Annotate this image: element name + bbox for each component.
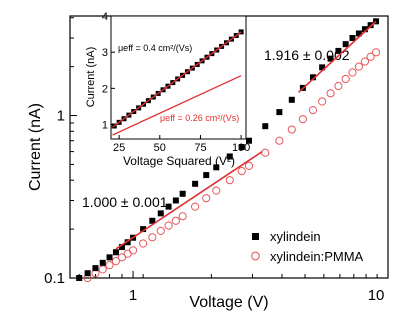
- data-point-xylindein-pmma: [111, 257, 121, 266]
- data-point-xylindein-pmma: [171, 216, 180, 225]
- inset-x-tick-label: 75: [194, 142, 206, 154]
- data-point-xylindein-pmma: [326, 89, 335, 98]
- data-point-xylindein: [92, 265, 99, 272]
- data-point-xylindein-pmma: [237, 167, 246, 176]
- data-point-xylindein-pmma: [318, 97, 327, 106]
- main-axis-ticks: 1 10 0.1 1: [44, 17, 385, 304]
- data-point-xylindein: [106, 254, 113, 261]
- legend-label-xylindein: xylindein: [270, 229, 321, 244]
- data-point-xylindein-pmma: [308, 106, 318, 115]
- data-point-xylindein: [349, 35, 356, 42]
- data-point-xylindein: [226, 153, 233, 160]
- legend-marker-xylindein: [252, 233, 259, 240]
- x-tick-label: 10: [368, 287, 385, 304]
- data-point-xylindein-pmma: [334, 81, 343, 91]
- data-point-xylindein: [262, 123, 269, 130]
- data-point-xylindein: [99, 259, 106, 266]
- inset-y-tick-label: 3: [102, 47, 108, 59]
- data-point-xylindein-pmma: [360, 57, 370, 66]
- data-point-xylindein: [172, 197, 179, 204]
- data-point-xylindein: [367, 22, 374, 29]
- data-point-xylindein: [149, 217, 156, 224]
- data-point-xylindein: [288, 96, 295, 103]
- data-point-xylindein-pmma: [164, 221, 173, 230]
- legend-label-xylindein-pmma: xylindein:PMMA: [270, 249, 364, 264]
- data-point-xylindein-pmma: [371, 48, 381, 57]
- legend-marker-xylindein-pmma: [251, 251, 260, 261]
- inset-y-axis-label: Current (nA): [85, 47, 97, 108]
- data-point-xylindein: [213, 164, 220, 171]
- annotation-slope-high: 1.916 ± 0.002: [264, 47, 350, 63]
- data-point-xylindein-pmma: [287, 125, 296, 134]
- data-point-xylindein: [355, 30, 362, 37]
- data-point-xylindein-pmma: [275, 136, 284, 145]
- data-point-xylindein: [179, 190, 186, 197]
- data-point-xylindein-pmma: [105, 261, 114, 270]
- data-point-xylindein-pmma: [178, 212, 187, 221]
- data-point-xylindein: [327, 55, 334, 62]
- inset-y-tick-label: 1: [102, 120, 108, 132]
- y-tick-label: 1: [57, 108, 65, 125]
- main-fit-lines: [115, 20, 377, 250]
- data-point-xylindein-pmma: [341, 74, 350, 84]
- inset-y-tick-label: 2: [102, 83, 108, 95]
- fit-line: [298, 20, 377, 93]
- data-point-xylindein-pmma: [225, 176, 234, 185]
- fit-line: [115, 150, 263, 250]
- x-axis-label: Voltage (V): [189, 294, 268, 311]
- data-point-xylindein-pmma: [212, 186, 221, 195]
- data-point-xylindein-pmma: [354, 62, 363, 71]
- inset-plot: 25 50 75 100 1 2 3 4 Voltage Squared (V²) Curren…: [85, 11, 250, 168]
- data-point-xylindein-pmma: [123, 249, 132, 258]
- data-point-xylindein: [361, 26, 368, 33]
- data-point-xylindein: [319, 64, 326, 71]
- x-tick-label: 1: [129, 287, 137, 304]
- inset-x-axis-label: Voltage Squared (V²): [123, 154, 235, 168]
- data-point-xylindein: [238, 144, 245, 151]
- data-point-xylindein-pmma: [98, 265, 107, 274]
- inset-x-tick-label: 25: [113, 142, 125, 154]
- data-point-xylindein: [157, 210, 164, 217]
- data-point-xylindein-pmma: [366, 52, 375, 61]
- y-tick-label: 0.1: [44, 270, 65, 287]
- inset-y-tick-label: 4: [102, 11, 108, 23]
- y-axis-label: Current (nA): [27, 103, 44, 191]
- legend: xylindein xylindein:PMMA: [251, 229, 364, 264]
- data-point-xylindein-pmma: [148, 233, 157, 242]
- data-point-xylindein-pmma: [156, 226, 165, 235]
- data-point-xylindein: [342, 41, 349, 48]
- data-point-xylindein: [276, 109, 283, 116]
- data-point-xylindein: [309, 74, 316, 81]
- data-point-xylindein: [203, 172, 210, 179]
- data-point-xylindein: [335, 47, 342, 54]
- data-point-xylindein: [140, 226, 147, 233]
- data-point-xylindein-pmma: [117, 253, 127, 262]
- data-point-xylindein: [192, 180, 199, 187]
- data-point-xylindein: [118, 244, 125, 251]
- main-plot: 1 10 0.1 1 Voltage (V) Current (nA) 1.000 ±…: [27, 15, 389, 311]
- inset-fit-line: [112, 75, 242, 136]
- data-point-xylindein-pmma: [261, 148, 270, 157]
- data-point-xylindein: [246, 137, 253, 144]
- inset-annotation-mobility-pmma: μeff = 0.26 cm²/(Vs): [160, 113, 239, 123]
- inset-fit-line: [112, 31, 242, 128]
- data-point-xylindein-pmma: [139, 239, 148, 248]
- data-point-xylindein: [84, 270, 91, 277]
- inset-x-tick-label: 50: [154, 142, 166, 154]
- data-point-xylindein: [112, 249, 119, 256]
- data-point-xylindein-pmma: [244, 161, 254, 170]
- data-point-xylindein: [124, 239, 131, 246]
- data-point-xylindein: [76, 275, 83, 281]
- data-point-xylindein: [165, 203, 172, 210]
- inset-annotation-mobility-xylindein: μeff = 0.4 cm²/(Vs): [118, 43, 192, 53]
- data-point-xylindein-pmma: [202, 194, 211, 203]
- data-point-xylindein-pmma: [348, 68, 357, 77]
- annotation-slope-low: 1.000 ± 0.001: [82, 194, 168, 210]
- data-point-xylindein-pmma: [128, 246, 138, 255]
- inset-x-tick-label: 100: [232, 142, 250, 154]
- data-point-xylindein-pmma: [191, 202, 200, 211]
- data-point-xylindein-pmma: [298, 115, 308, 124]
- inset-fit-lines: [112, 31, 242, 136]
